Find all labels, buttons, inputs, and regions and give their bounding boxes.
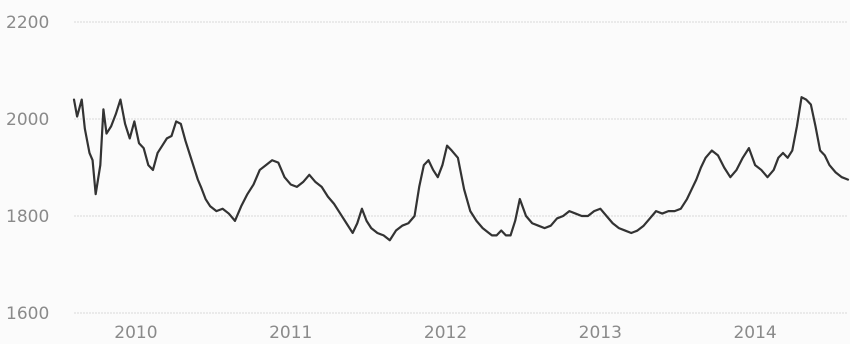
x-tick-label: 2013	[579, 323, 622, 343]
x-tick-label: 2010	[114, 323, 157, 343]
x-tick-label: 2012	[424, 323, 467, 343]
x-tick-label: 2011	[269, 323, 312, 343]
grid-lines	[74, 21, 848, 314]
series-layer	[72, 96, 850, 242]
x-axis-tick-labels: 2010 2011 2012 2013 2014	[114, 323, 776, 343]
y-tick-label: 1800	[6, 207, 49, 227]
y-axis-tick-labels: 1600 1800 2000 2200	[6, 13, 49, 324]
series-line-0	[72, 96, 850, 242]
y-tick-label: 1600	[6, 304, 49, 324]
x-tick-label: 2014	[733, 323, 776, 343]
y-tick-label: 2000	[6, 110, 49, 130]
y-tick-label: 2200	[6, 13, 49, 33]
